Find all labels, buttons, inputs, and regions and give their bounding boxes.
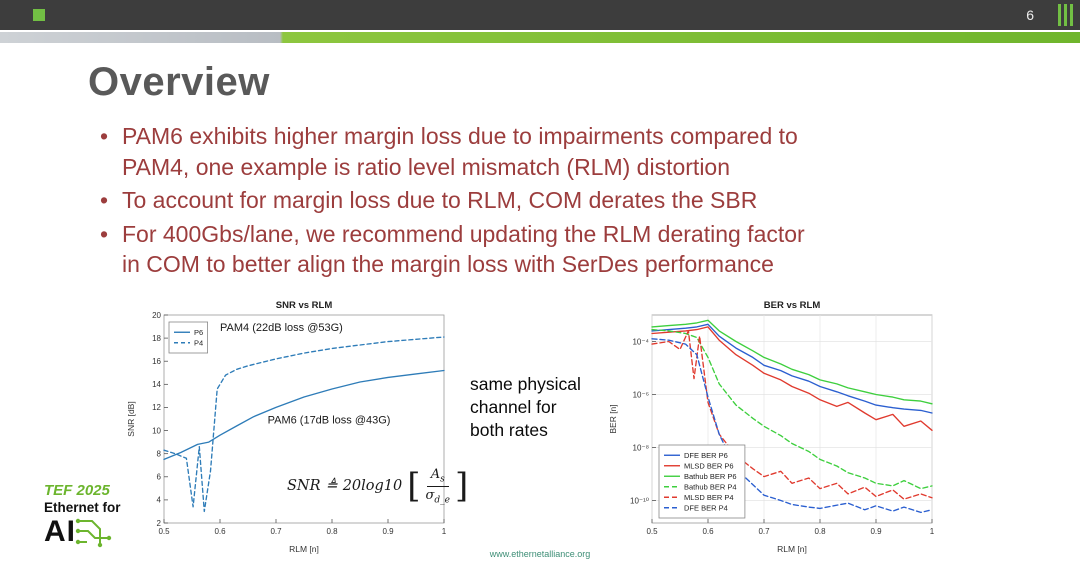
svg-text:0.7: 0.7	[758, 527, 770, 536]
svg-text:P4: P4	[194, 338, 203, 347]
svg-text:14: 14	[152, 380, 161, 389]
svg-text:0.5: 0.5	[646, 527, 658, 536]
ber-vs-rlm-chart: 0.5 0.6 0.7 0.8 0.9 1 10⁻⁴ 10⁻⁶ 10⁻⁸ 10⁻¹⁰ BER vs …	[608, 300, 935, 554]
svg-text:SNR vs RLM: SNR vs RLM	[276, 300, 333, 311]
svg-text:0.9: 0.9	[382, 527, 394, 536]
svg-text:10⁻⁶: 10⁻⁶	[633, 390, 649, 399]
svg-text:1: 1	[930, 527, 935, 536]
svg-text:0.5: 0.5	[158, 527, 170, 536]
tef-ethernet-for-ai-logo: TEF 2025 Ethernet for AI	[44, 482, 121, 549]
left-bracket: [	[407, 466, 421, 507]
svg-text:0.6: 0.6	[702, 527, 714, 536]
svg-text:BER [n]: BER [n]	[608, 404, 618, 433]
svg-text:PAM6 (17dB loss @43G): PAM6 (17dB loss @43G)	[268, 415, 391, 427]
svg-text:1: 1	[442, 527, 447, 536]
svg-text:0.9: 0.9	[870, 527, 882, 536]
slide-title: Overview	[88, 60, 270, 104]
svg-text:RLM [n]: RLM [n]	[289, 544, 319, 554]
bullet-item: For 400Gbs/lane, we recommend updating t…	[98, 219, 1018, 280]
footer-url: www.ethernetalliance.org	[489, 549, 591, 559]
formula-relation: ≜	[325, 478, 338, 495]
formula-fraction: As σd_e	[426, 467, 450, 505]
svg-text:10⁻¹⁰: 10⁻¹⁰	[630, 496, 649, 505]
right-bracket: ]	[455, 466, 469, 507]
svg-text:0.8: 0.8	[814, 527, 826, 536]
snr-formula: SNR ≜ 20log10 [ As σd_e ]	[287, 467, 468, 505]
logo-ai-text: AI	[44, 515, 76, 549]
fraction-denominator: σd_e	[425, 487, 450, 506]
bullet-item: PAM6 exhibits higher margin loss due to …	[98, 121, 1018, 182]
center-note: same physical channel for both rates	[470, 374, 581, 440]
svg-text:PAM4 (22dB loss @53G): PAM4 (22dB loss @53G)	[220, 322, 343, 334]
logo-ethernet-for-text: Ethernet for	[44, 499, 121, 515]
svg-text:8: 8	[157, 449, 162, 458]
logo-tef-text: TEF 2025	[44, 482, 110, 499]
top-bar: 6	[0, 0, 1080, 30]
svg-text:10: 10	[152, 426, 161, 435]
formula-lhs: SNR	[287, 478, 321, 495]
svg-text:DFE BER P4: DFE BER P4	[684, 503, 728, 512]
accent-band	[0, 32, 1080, 43]
svg-text:DFE BER P6: DFE BER P6	[684, 451, 728, 460]
svg-text:0.8: 0.8	[326, 527, 338, 536]
circuit-pattern-icon	[75, 518, 112, 548]
svg-text:Bathub BER P6: Bathub BER P6	[684, 472, 737, 481]
svg-text:4: 4	[157, 496, 162, 505]
bullet-item: To account for margin loss due to RLM, C…	[98, 185, 1018, 216]
svg-text:SNR [dB]: SNR [dB]	[126, 401, 136, 436]
svg-text:MLSD BER P6: MLSD BER P6	[684, 461, 734, 470]
svg-text:12: 12	[152, 403, 161, 412]
svg-text:2: 2	[157, 519, 162, 528]
svg-text:16: 16	[152, 357, 161, 366]
svg-text:20: 20	[152, 311, 161, 320]
page-number: 6	[1026, 7, 1034, 23]
svg-text:6: 6	[157, 473, 162, 482]
bullet-list: PAM6 exhibits higher margin loss due to …	[98, 121, 1018, 283]
corner-stripes-decoration	[1058, 4, 1073, 26]
svg-text:10⁻⁸: 10⁻⁸	[633, 443, 650, 452]
fraction-numerator: As	[426, 467, 449, 487]
svg-text:10⁻⁴: 10⁻⁴	[632, 337, 649, 346]
svg-text:P6: P6	[194, 328, 203, 337]
formula-coefficient: 20log10	[342, 478, 403, 495]
accent-square	[33, 9, 45, 21]
svg-text:BER vs RLM: BER vs RLM	[764, 300, 821, 311]
svg-text:0.6: 0.6	[214, 527, 226, 536]
svg-text:MLSD BER P4: MLSD BER P4	[684, 493, 734, 502]
svg-text:RLM [n]: RLM [n]	[777, 544, 807, 554]
svg-text:Bathub BER P4: Bathub BER P4	[684, 482, 737, 491]
svg-text:18: 18	[152, 334, 161, 343]
svg-text:0.7: 0.7	[270, 527, 282, 536]
